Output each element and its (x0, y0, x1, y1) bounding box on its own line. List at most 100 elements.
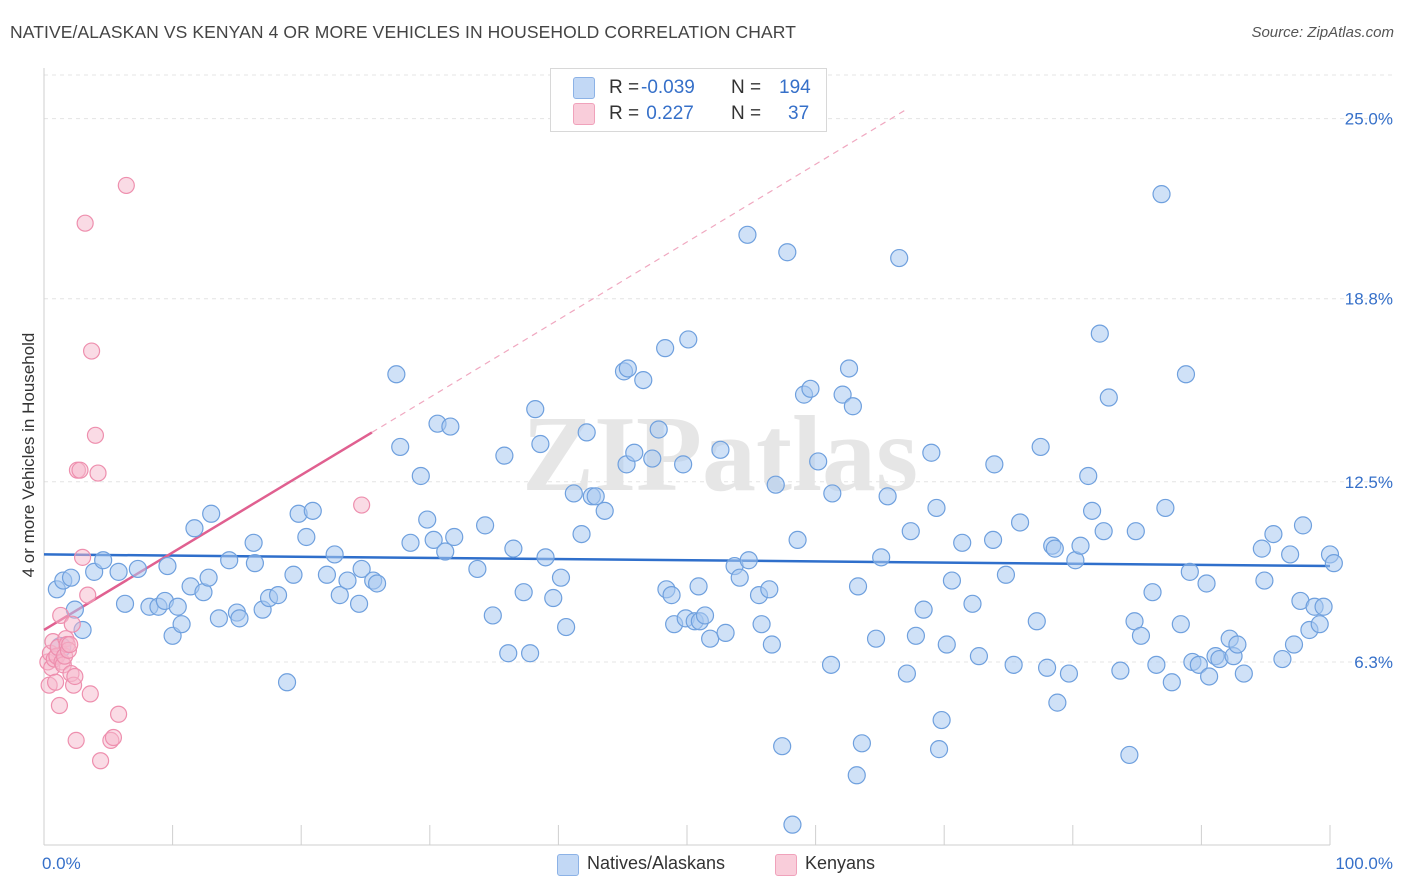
kenyan-point (76, 214, 94, 232)
native-point (209, 609, 228, 628)
native-point (536, 548, 555, 567)
native-point (109, 562, 128, 581)
natives-legend-swatch (557, 854, 579, 876)
native-point (839, 359, 859, 378)
native-point (1162, 673, 1181, 692)
native-point (1090, 324, 1109, 343)
native-point (1147, 655, 1166, 674)
native-point (766, 475, 785, 494)
native-point (1031, 437, 1050, 457)
native-point (1324, 554, 1343, 573)
native-point (338, 571, 357, 590)
native-point (586, 487, 605, 506)
kenyan-point (353, 496, 371, 514)
native-point (996, 565, 1016, 584)
kenyan-point (46, 673, 65, 691)
native-point (821, 655, 841, 674)
native-point (577, 423, 596, 442)
kenyan-point (104, 728, 123, 747)
native-point (937, 635, 956, 654)
kenyan-point (61, 635, 79, 654)
y-tick-label: 18.8% (1345, 290, 1393, 309)
native-point (762, 635, 781, 654)
native-point (716, 623, 735, 642)
native-point (349, 594, 369, 613)
kenyan-point (67, 731, 85, 749)
native-point (906, 626, 926, 645)
native-point (625, 443, 644, 462)
native-point (1156, 498, 1175, 518)
trend-lines (43, 109, 1331, 632)
native-point (244, 533, 263, 552)
tick-labels: 6.3% 12.5% 18.8% 25.0% 0.0% 100.0% (42, 110, 1393, 873)
native-point (1131, 626, 1151, 645)
kenyan-point (86, 426, 105, 444)
native-point (674, 455, 693, 474)
native-point (557, 617, 576, 637)
kenyan-point (81, 685, 99, 703)
native-point (1314, 597, 1333, 616)
kenyans-n-label: N = (731, 103, 762, 124)
native-point (303, 501, 322, 520)
native-point (551, 568, 571, 587)
native-point (1197, 574, 1216, 593)
native-point (730, 568, 749, 587)
native-point (773, 737, 792, 756)
native-point (475, 516, 495, 535)
native-point (1059, 664, 1079, 683)
kenyan-point (73, 548, 92, 566)
kenyans-trend-extension (371, 109, 906, 433)
native-point (760, 580, 779, 599)
kenyans-r-label: R = (609, 103, 640, 124)
native-point (1099, 388, 1118, 407)
kenyans-r-value: 0.227 (641, 103, 694, 124)
native-point (752, 615, 771, 634)
native-point (897, 664, 917, 683)
native-point (514, 583, 533, 602)
native-point (1027, 612, 1046, 631)
native-point (445, 527, 464, 547)
native-point (441, 417, 460, 436)
y-tick-label: 12.5% (1345, 473, 1393, 492)
native-point (424, 530, 443, 550)
native-point (852, 734, 871, 753)
kenyan-point (52, 606, 70, 625)
x-tick-label-min: 0.0% (42, 854, 81, 873)
natives-n-label: N = (731, 77, 762, 98)
native-point (1273, 649, 1292, 669)
kenyan-point (109, 705, 128, 723)
native-point (1010, 513, 1030, 532)
native-point (679, 330, 698, 349)
chart-title: NATIVE/ALASKAN VS KENYAN 4 OR MORE VEHIC… (10, 22, 796, 42)
native-point (284, 565, 303, 584)
native-point (367, 574, 387, 593)
kenyan-point (91, 752, 110, 770)
kenyans-legend-swatch (775, 854, 797, 876)
native-point (1126, 522, 1145, 541)
native-point (483, 606, 502, 625)
native-point (848, 577, 868, 596)
native-point (1071, 536, 1090, 555)
native-point (843, 397, 862, 416)
native-point (230, 609, 249, 628)
kenyans-legend-label: Kenyans (805, 853, 876, 873)
native-point (801, 379, 820, 398)
kenyans-swatch (573, 103, 595, 125)
native-point (701, 629, 720, 648)
native-point (1094, 522, 1113, 541)
native-point (330, 586, 349, 605)
native-point (929, 740, 949, 759)
kenyan-point (71, 461, 89, 479)
native-point (1281, 545, 1300, 564)
y-tick-label: 6.3% (1354, 653, 1393, 672)
axes (43, 68, 1331, 846)
native-point (297, 527, 316, 547)
legend-row-natives: R = -0.039 N = 194 (573, 73, 811, 99)
native-point (695, 606, 715, 625)
stats-legend: R = -0.039 N = 194 R = 0.227 N = 37 (550, 68, 827, 132)
native-point (1004, 655, 1023, 674)
native-point (1037, 658, 1057, 677)
native-point (1045, 539, 1064, 558)
native-point (504, 539, 523, 558)
